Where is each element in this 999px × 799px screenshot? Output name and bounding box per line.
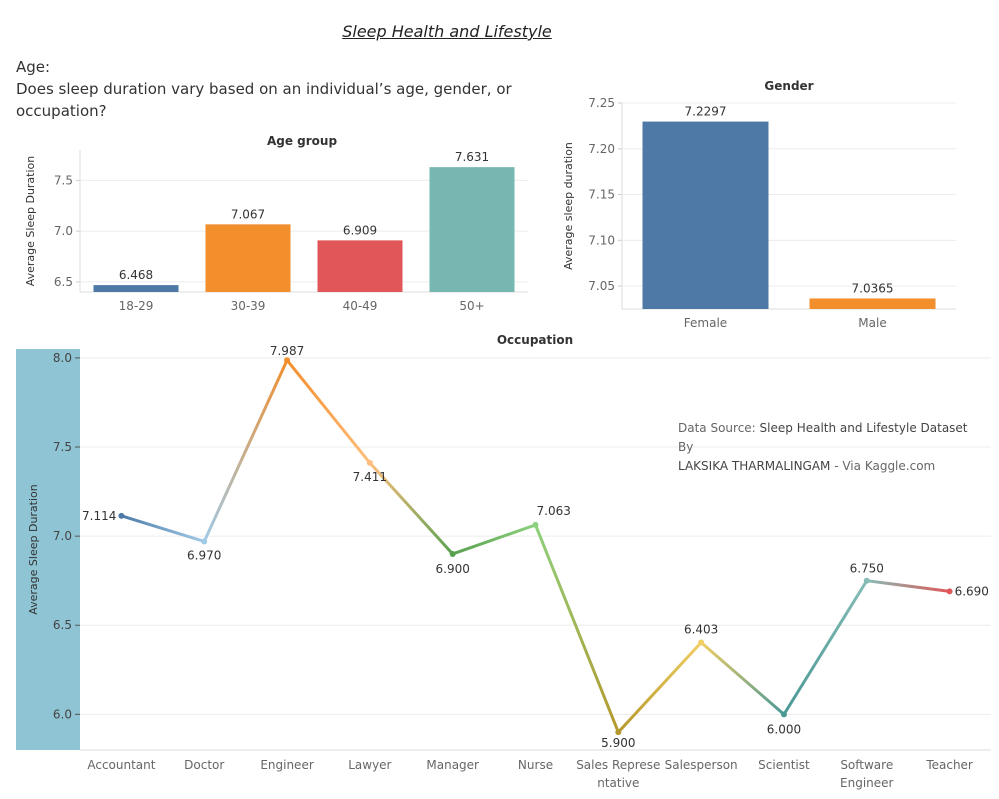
age-bar bbox=[317, 240, 403, 292]
gender-bar bbox=[642, 121, 769, 309]
occupation-point bbox=[118, 512, 125, 519]
occupation-point bbox=[698, 639, 705, 646]
data-source-note: Data Source: Sleep Health and Lifestyle … bbox=[678, 419, 978, 476]
gender-y-tick-label: 7.05 bbox=[588, 279, 615, 293]
gender-category-label: Female bbox=[684, 316, 727, 330]
age-y-tick-label: 7.0 bbox=[54, 224, 73, 238]
occupation-line-segment bbox=[451, 523, 537, 556]
source-author: LAKSIKA THARMALINGAM bbox=[678, 459, 831, 473]
age-value-label: 7.067 bbox=[231, 207, 265, 221]
age-y-axis-title: Average Sleep Duration bbox=[24, 156, 37, 287]
occupation-value-label: 7.114 bbox=[82, 509, 116, 523]
occupation-category-label: Sales Represe bbox=[576, 758, 660, 772]
occupation-value-label: 6.000 bbox=[767, 722, 801, 736]
occupation-line-segment bbox=[699, 641, 786, 716]
gender-y-tick-label: 7.15 bbox=[588, 188, 615, 202]
occupation-value-label: 7.987 bbox=[270, 344, 304, 358]
occupation-value-label: 7.411 bbox=[353, 470, 387, 484]
occupation-category-label: Salesperson bbox=[665, 758, 738, 772]
gender-category-label: Male bbox=[858, 316, 886, 330]
age-category-label: 40-49 bbox=[343, 299, 378, 313]
occupation-category-label: Manager bbox=[426, 758, 479, 772]
occupation-category-label: Engineer bbox=[260, 758, 314, 772]
occupation-line-segment bbox=[616, 641, 703, 734]
occupation-value-label: 6.690 bbox=[955, 584, 989, 598]
occupation-y-tick-label: 6.0 bbox=[53, 707, 72, 721]
occupation-category-label: Doctor bbox=[184, 758, 224, 772]
occupation-value-label: 5.900 bbox=[601, 736, 635, 750]
occupation-value-label: 6.750 bbox=[850, 562, 884, 576]
age-title: Age group bbox=[267, 134, 337, 148]
occupation-point bbox=[946, 588, 953, 595]
source-prefix: Data Source: bbox=[678, 421, 760, 435]
question-line-3: occupation? bbox=[16, 102, 107, 120]
occupation-line-segment bbox=[782, 579, 869, 716]
occupation-category-label: Engineer bbox=[840, 776, 894, 790]
age-y-tick-label: 7.5 bbox=[54, 173, 73, 187]
occupation-y-tick-label: 7.5 bbox=[53, 440, 72, 454]
occupation-point bbox=[449, 550, 456, 557]
occupation-category-label: Nurse bbox=[518, 758, 553, 772]
occupation-line-segment bbox=[534, 523, 620, 734]
question-line-2: Does sleep duration vary based on an ind… bbox=[16, 80, 512, 98]
occupation-value-label: 6.970 bbox=[187, 548, 221, 562]
occupation-line-segment bbox=[285, 358, 372, 465]
gender-value-label: 7.2297 bbox=[685, 105, 727, 119]
age-value-label: 6.909 bbox=[343, 223, 377, 237]
occupation-line-segment bbox=[865, 579, 952, 593]
occupation-category-label: Lawyer bbox=[348, 758, 391, 772]
source-dataset: Sleep Health and Lifestyle Dataset bbox=[759, 421, 968, 435]
occupation-line-segment bbox=[202, 358, 289, 543]
occupation-value-label: 6.900 bbox=[436, 562, 470, 576]
age-bar bbox=[93, 285, 179, 292]
age-value-label: 7.631 bbox=[455, 150, 489, 164]
age-category-label: 30-39 bbox=[231, 299, 266, 313]
gender-y-tick-label: 7.10 bbox=[588, 233, 615, 247]
occupation-point bbox=[284, 357, 291, 364]
gender-y-axis-title: Average sleep duration bbox=[562, 142, 575, 270]
occupation-category-label: Teacher bbox=[925, 758, 973, 772]
source-via: - Via Kaggle.com bbox=[830, 459, 936, 473]
occupation-value-label: 7.063 bbox=[537, 504, 571, 518]
occupation-title: Occupation bbox=[497, 333, 573, 347]
occupation-point bbox=[532, 521, 539, 528]
occupation-point bbox=[366, 459, 373, 466]
question-line-1: Age: bbox=[16, 58, 51, 76]
occupation-category-label: Scientist bbox=[758, 758, 810, 772]
occupation-value-label: 6.403 bbox=[684, 623, 718, 637]
age-y-tick-label: 6.5 bbox=[54, 275, 73, 289]
page-title: Sleep Health and Lifestyle bbox=[342, 22, 552, 41]
occupation-category-label: Accountant bbox=[87, 758, 155, 772]
occupation-line-segment bbox=[119, 514, 206, 543]
occupation-line-segment bbox=[368, 461, 455, 556]
source-by: By bbox=[678, 440, 694, 454]
occupation-y-tick-label: 7.0 bbox=[53, 529, 72, 543]
gender-title: Gender bbox=[764, 79, 813, 93]
occupation-y-tick-label: 6.5 bbox=[53, 618, 72, 632]
age-value-label: 6.468 bbox=[119, 268, 153, 282]
gender-bar bbox=[809, 298, 936, 309]
gender-y-tick-label: 7.25 bbox=[588, 96, 615, 110]
age-bar bbox=[429, 167, 515, 292]
occupation-point bbox=[780, 711, 787, 718]
gender-y-tick-label: 7.20 bbox=[588, 142, 615, 156]
occupation-category-label: Software bbox=[840, 758, 893, 772]
age-category-label: 50+ bbox=[459, 299, 484, 313]
question-text: Age: Does sleep duration vary based on a… bbox=[16, 56, 536, 122]
occupation-y-axis-title: Average Sleep Duration bbox=[27, 484, 40, 615]
occupation-point bbox=[863, 577, 870, 584]
age-category-label: 18-29 bbox=[119, 299, 154, 313]
occupation-point bbox=[201, 538, 208, 545]
age-bar bbox=[205, 224, 291, 292]
occupation-y-tick-label: 8.0 bbox=[53, 351, 72, 365]
occupation-category-label: ntative bbox=[597, 776, 639, 790]
occupation-axis-band bbox=[16, 349, 80, 750]
occupation-point bbox=[615, 729, 622, 736]
gender-value-label: 7.0365 bbox=[852, 281, 894, 295]
